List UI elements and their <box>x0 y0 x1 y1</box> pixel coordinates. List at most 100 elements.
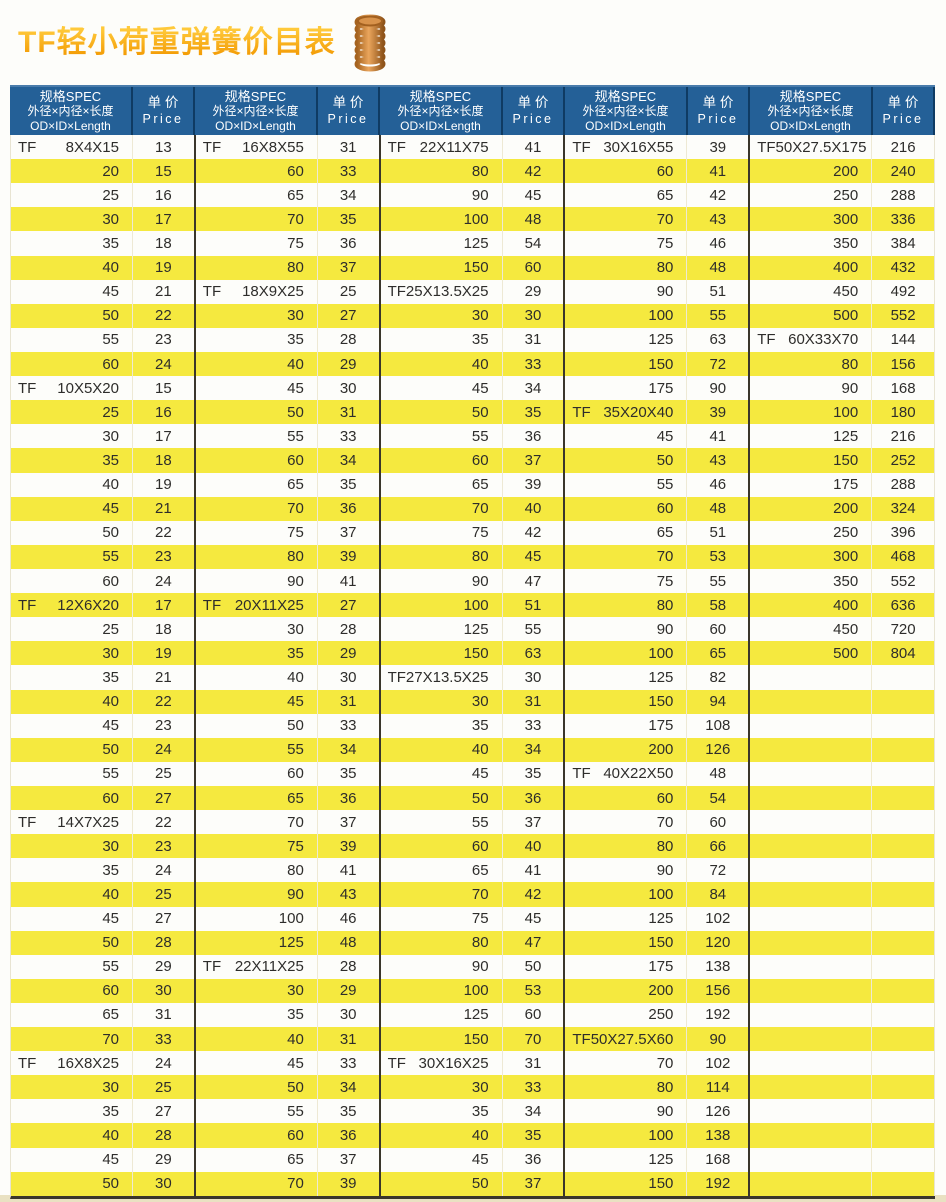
spec-size: 30 <box>471 1078 489 1096</box>
spec-size: 60 <box>656 500 674 518</box>
spec-size: 60 <box>471 451 489 469</box>
price-cell: 33 <box>524 1078 542 1096</box>
spec-size: 125 <box>463 1006 489 1024</box>
spec-size: 25 <box>102 403 119 421</box>
price-cell: 23 <box>155 717 172 735</box>
price-cell: 35 <box>339 210 357 228</box>
spec-header-line: 外径×内径×长度 <box>397 103 484 118</box>
spec-prefix: TF50X27.5X175 <box>757 138 867 156</box>
spec-size: 30X16X55 <box>603 138 674 156</box>
price-cell: 37 <box>339 259 357 277</box>
spec-size: 35 <box>287 331 304 349</box>
price-cell: 25 <box>339 283 357 301</box>
spec-cell <box>750 1123 873 1148</box>
table-row: 40 35 <box>380 1123 564 1148</box>
price-cell: 63 <box>524 644 542 662</box>
spec-cell: 45 <box>196 376 318 401</box>
spec-header-line: OD×ID×Length <box>400 118 481 133</box>
table-row: 25 16 <box>11 400 194 425</box>
spec-size: 55 <box>287 427 304 445</box>
price-cell: 28 <box>339 331 357 349</box>
spec-cell: 150 <box>381 1027 503 1052</box>
spec-cell: 55 <box>196 737 318 762</box>
spec-size: 70 <box>287 813 304 831</box>
price-cell: 33 <box>339 427 357 445</box>
table-row: 25 18 <box>11 617 194 642</box>
spec-size: 80 <box>287 548 304 566</box>
table-row: 400 432 <box>750 255 934 280</box>
table-column: TF 30X16X55 39 60 41 65 42 70 43 75 46 80 48 90 51 100 5… <box>565 135 751 1196</box>
price-cell: 34 <box>524 741 542 759</box>
spec-cell: 450 <box>750 279 873 304</box>
spec-size: 75 <box>287 234 304 252</box>
price-cell: 18 <box>155 234 172 252</box>
price-cell: 30 <box>339 379 357 397</box>
spec-cell: 200 <box>750 159 873 184</box>
table-row: TF 10X5X20 15 <box>11 376 194 401</box>
spec-size: 60 <box>656 162 674 180</box>
spec-prefix: TF <box>387 138 406 156</box>
spec-cell: 50 <box>11 520 133 545</box>
table-row: 90 41 <box>196 568 379 594</box>
table-row: TF50X27.5X60 90 <box>565 1027 749 1052</box>
spec-prefix: TF <box>572 138 591 156</box>
spec-size: 8X4X15 <box>65 138 119 156</box>
price-cell: 33 <box>155 1030 172 1048</box>
spec-size: 35 <box>471 1102 489 1120</box>
spec-cell: 55 <box>11 954 133 979</box>
price-header-line: Price <box>327 112 369 126</box>
table-row: 50 33 <box>196 713 379 738</box>
price-cell: 48 <box>709 765 727 783</box>
table-row: 55 33 <box>196 424 379 449</box>
spec-prefix: TF <box>202 283 222 301</box>
price-cell: 156 <box>705 982 731 1000</box>
spec-size: 80 <box>471 162 489 180</box>
spec-size: 50 <box>102 307 119 325</box>
table-row: 70 37 <box>196 810 379 835</box>
table-row: 150 70 <box>380 1027 564 1052</box>
price-cell: 70 <box>524 1030 542 1048</box>
spec-cell: 150 <box>565 1171 688 1196</box>
price-cell: 58 <box>709 596 727 614</box>
price-cell: 94 <box>709 693 727 711</box>
table-row: 80 42 <box>380 159 564 184</box>
table-row: 100 180 <box>750 400 934 425</box>
table-row <box>750 1171 934 1196</box>
spec-size: 150 <box>648 1175 674 1193</box>
price-cell: 22 <box>155 813 172 831</box>
spec-cell: 30 <box>11 834 133 859</box>
price-cell: 34 <box>524 1102 542 1120</box>
spec-cell: 90 <box>381 183 503 208</box>
spec-size: 65 <box>287 476 304 494</box>
spec-size: 70 <box>287 500 304 518</box>
spec-size: 35 <box>102 1102 119 1120</box>
price-cell: 48 <box>524 210 542 228</box>
table-row: 100 53 <box>380 978 564 1003</box>
table-row: 500 804 <box>750 641 934 666</box>
table-row: 65 36 <box>195 785 379 811</box>
table-row: 65 42 <box>565 183 748 208</box>
table-row: 65 34 <box>196 183 379 208</box>
table-row: 50 22 <box>11 520 194 545</box>
price-cell: 41 <box>524 138 542 156</box>
table-row: 55 23 <box>11 327 194 352</box>
table-row: 350 552 <box>750 568 934 594</box>
table-row: 45 30 <box>196 376 379 401</box>
table-row <box>750 930 934 955</box>
spec-size: 65 <box>471 476 489 494</box>
price-cell: 72 <box>709 355 727 373</box>
spec-cell: 75 <box>565 568 688 594</box>
spec-size: 16X8X25 <box>57 1054 119 1072</box>
spec-size: 30 <box>102 837 119 855</box>
spec-size: 150 <box>648 355 674 373</box>
spec-cell: 65 <box>196 183 318 208</box>
price-cell: 42 <box>524 162 542 180</box>
price-cell: 54 <box>709 789 727 807</box>
table-row: 45 21 <box>11 279 194 304</box>
table-row: 80 66 <box>565 834 749 859</box>
spec-cell: 45 <box>11 713 133 738</box>
price-cell: 31 <box>339 403 357 421</box>
table-row: 150 60 <box>380 255 564 280</box>
page-title: TF轻小荷重弹簧价目表 <box>18 26 336 59</box>
table-row: 65 35 <box>196 472 379 497</box>
